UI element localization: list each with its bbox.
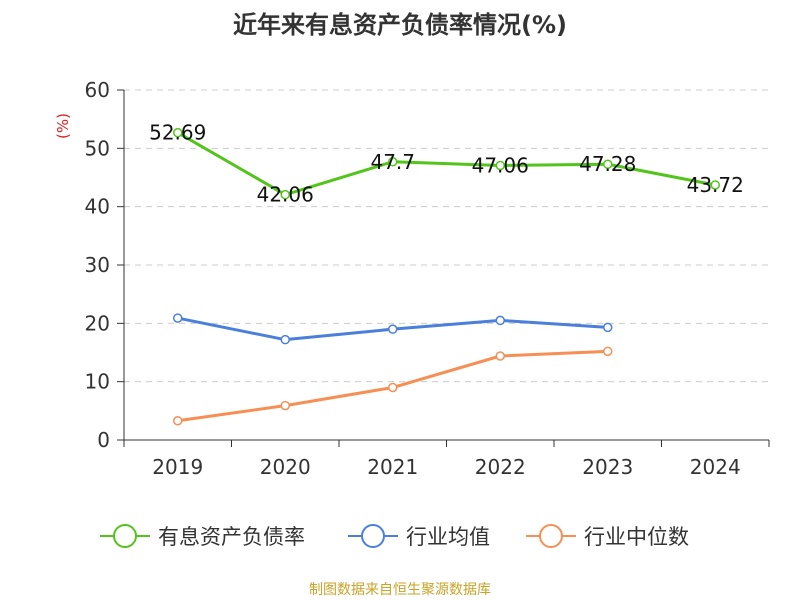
legend-item[interactable]: 行业均值 [348, 524, 490, 549]
y-tick-label: 0 [97, 428, 110, 452]
data-point[interactable] [388, 324, 398, 334]
x-tick-label: 2019 [152, 455, 203, 479]
legend[interactable]: 有息资产负债率 行业均值 行业中位数 [100, 524, 689, 549]
y-tick-label: 30 [85, 253, 110, 277]
legend-label: 有息资产负债率 [158, 525, 305, 549]
x-tick-label: 2022 [475, 455, 526, 479]
x-tick-label: 2024 [690, 455, 741, 479]
data-point[interactable] [173, 313, 183, 323]
series-group: 52.69 42.06 47.7 47.06 47.28 43.72 [149, 121, 744, 426]
data-point[interactable] [603, 346, 613, 357]
data-point[interactable] [495, 160, 505, 171]
legend-item[interactable]: 行业中位数 [526, 524, 689, 549]
data-point[interactable] [388, 157, 398, 167]
chart-title: 近年来有息资产负债率情况(%) [233, 11, 567, 39]
y-tick-label: 20 [85, 311, 110, 335]
source-note: 制图数据来自恒生聚源数据库 [309, 582, 491, 598]
legend-marker [113, 524, 137, 548]
data-label: 47.06 [472, 153, 529, 177]
data-point[interactable] [495, 351, 505, 361]
series-2 [173, 313, 613, 345]
data-point[interactable] [280, 334, 290, 345]
y-tick-label: 60 [85, 78, 110, 102]
grid-lines [124, 89, 769, 383]
legend-marker [361, 524, 385, 548]
y-tick-label: 40 [85, 195, 110, 219]
data-point[interactable] [280, 189, 290, 200]
series-line [176, 131, 717, 197]
data-point[interactable] [710, 180, 720, 190]
data-label: 52.69 [149, 121, 206, 145]
data-point[interactable] [603, 159, 613, 169]
data-point[interactable] [173, 127, 183, 138]
x-tick-label: 2023 [582, 455, 633, 479]
y-tick-label: 50 [85, 136, 110, 160]
x-tick-label: 2020 [260, 455, 311, 479]
series-3 [173, 346, 613, 426]
series-1: 52.69 42.06 47.7 47.06 47.28 43.72 [149, 121, 744, 207]
data-label: 43.72 [687, 173, 744, 197]
data-point[interactable] [603, 322, 613, 333]
data-label: 47.7 [370, 150, 415, 174]
axes: 0 10 20 30 40 50 60 2019 2020 2021 2022 2023 2024 [85, 78, 770, 479]
data-point[interactable] [280, 400, 290, 411]
y-axis-label: (%) [54, 113, 72, 139]
y-tick-label: 10 [85, 370, 110, 394]
data-label: 47.28 [579, 152, 636, 176]
data-point[interactable] [388, 382, 398, 393]
data-point[interactable] [173, 416, 183, 426]
legend-marker [539, 524, 563, 548]
data-point[interactable] [495, 315, 505, 326]
legend-item[interactable]: 有息资产负债率 [100, 524, 305, 549]
x-tick-label: 2021 [367, 455, 418, 479]
legend-label: 行业中位数 [584, 525, 689, 549]
data-label: 42.06 [257, 183, 314, 207]
legend-label: 行业均值 [406, 525, 490, 549]
